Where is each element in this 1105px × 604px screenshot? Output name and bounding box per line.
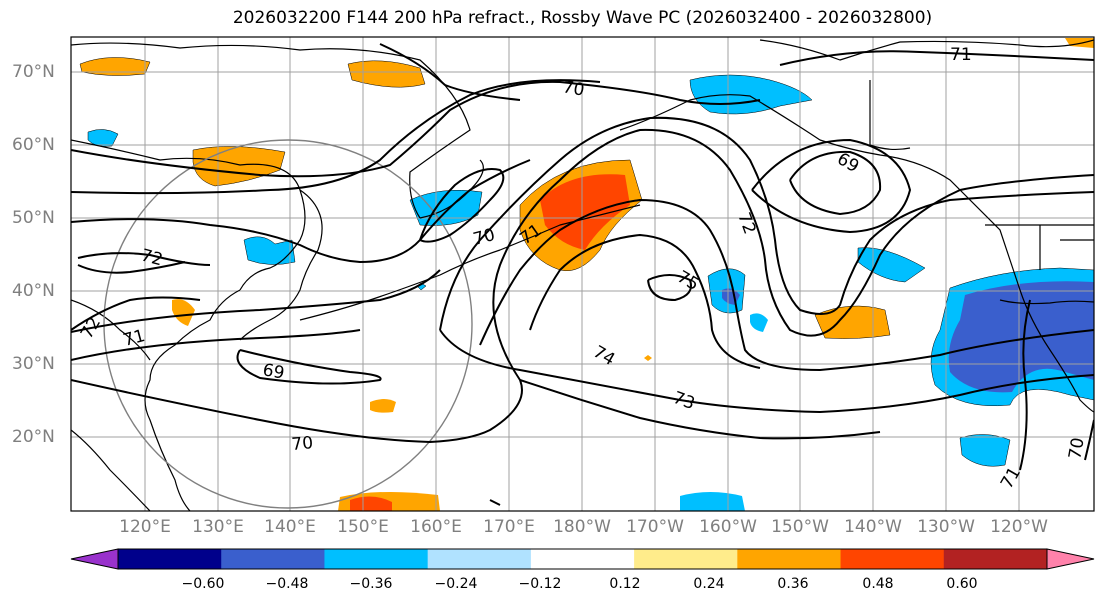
colorbar-segment xyxy=(324,549,429,569)
lon-label: 140°W xyxy=(844,517,902,537)
colorbar-segment xyxy=(737,549,842,569)
contour-label: 69 xyxy=(261,360,286,383)
lat-label: 20°N xyxy=(12,427,55,447)
lon-label: 130°E xyxy=(192,517,244,537)
colorbar-tick-label: −0.36 xyxy=(349,576,393,592)
colorbar-tick-label: −0.24 xyxy=(434,576,478,592)
contour-label: 70 xyxy=(291,433,314,455)
lon-label: 160°W xyxy=(699,517,757,537)
colorbar-tick-label: −0.12 xyxy=(518,576,562,592)
lat-label: 40°N xyxy=(12,281,55,301)
colorbar-segment xyxy=(118,549,222,569)
lon-label: 180°W xyxy=(553,517,611,537)
contour-label: 71 xyxy=(950,45,972,65)
lon-label: 140°E xyxy=(264,517,316,537)
lon-label: 120°W xyxy=(990,517,1048,537)
contour-label: 70 xyxy=(561,77,586,100)
colorbar-tick-label: −0.48 xyxy=(265,576,309,592)
colorbar-tick-label: 0.48 xyxy=(862,576,894,592)
colorbar-tick-label: 0.36 xyxy=(777,576,809,592)
contour-lines xyxy=(71,43,1094,506)
lon-label: 150°E xyxy=(337,517,389,537)
map-frame xyxy=(70,36,1095,512)
lon-label: 160°E xyxy=(410,517,462,537)
lat-label: 50°N xyxy=(12,208,55,228)
colorbar-segment xyxy=(427,549,532,569)
colorbar-tick-label: −0.60 xyxy=(181,576,225,592)
lon-label: 150°W xyxy=(771,517,829,537)
map-title: 2026032200 F144 200 hPa refract., Rossby… xyxy=(232,8,933,28)
colorbar-tick-label: 0.60 xyxy=(946,576,978,592)
lat-label: 60°N xyxy=(12,135,55,155)
lon-label: 170°E xyxy=(483,517,535,537)
lon-label: 170°W xyxy=(626,517,684,537)
colorbar-segment xyxy=(634,549,738,569)
colorbar xyxy=(70,548,1095,570)
contour-label: 70 xyxy=(1065,436,1088,461)
colorbar-tick-label: 0.24 xyxy=(693,576,725,592)
colorbar-segment xyxy=(943,549,1048,569)
colorbar-segment xyxy=(221,549,325,569)
colorbar-segment xyxy=(840,549,945,569)
colorbar-tick-label: 0.12 xyxy=(609,576,641,592)
lat-label: 70°N xyxy=(12,62,55,82)
colorbar-segment xyxy=(530,549,635,569)
lon-label: 130°W xyxy=(917,517,975,537)
lon-label: 120°E xyxy=(119,517,171,537)
highlight-circle xyxy=(103,139,473,509)
lat-label: 30°N xyxy=(12,354,55,374)
